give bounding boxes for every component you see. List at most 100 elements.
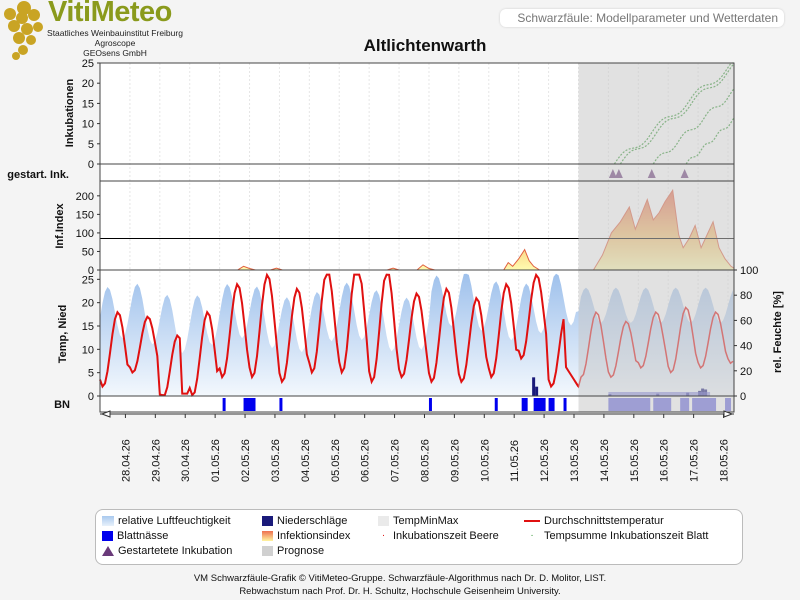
chart-subtitle: Schwarzfäule: Modellparameter und Wetter…	[500, 9, 784, 27]
incubation-ytick-label: 20	[82, 78, 94, 90]
legend-incub-berry-swatch: ·	[381, 530, 386, 542]
legend-incub-berry-label: Inkubationszeit Beere	[393, 530, 499, 542]
forecast-shade	[578, 63, 734, 412]
legend-forecast-swatch	[262, 546, 273, 557]
x-tick-label: 17.05.26	[689, 439, 701, 482]
chart-legend: relative Luftfeuchtigkeit Niederschläge …	[95, 509, 743, 565]
incubation-ytick-label: 15	[82, 98, 94, 110]
legend-minmax-swatch	[378, 516, 389, 527]
footer-line-2: Rebwachstum nach Prof. Dr. H. Schultz, H…	[239, 586, 561, 597]
leaf-wetness-bar	[548, 398, 555, 411]
incubation-ylabel: Inkubationen	[64, 79, 76, 148]
grape-logo-icon	[4, 1, 43, 60]
logo: VitiMeteo Staatliches Weinbauinstitut Fr…	[0, 0, 200, 62]
infection-ytick-label: 150	[76, 209, 94, 221]
logo-line-1: Staatliches Weinbauinstitut Freiburg	[47, 28, 183, 38]
weather-ylabel-left: Temp, Nied	[57, 305, 69, 363]
humidity-area	[100, 273, 734, 396]
weather-ytick-right-label: 100	[740, 265, 758, 277]
leafwet-frame	[99, 395, 735, 413]
x-tick-label: 16.05.26	[659, 439, 671, 482]
chart-title: Altlichtenwarth	[363, 36, 487, 55]
x-tick-label: 12.05.26	[539, 439, 551, 482]
x-tick-label: 13.05.26	[569, 439, 581, 482]
leaf-wetness-bar	[428, 398, 432, 411]
x-tick-label: 02.05.26	[240, 439, 252, 482]
x-tick-label: 06.05.26	[360, 439, 372, 482]
legend-minmax: TempMinMax	[378, 514, 458, 528]
legend-minmax-label: TempMinMax	[393, 515, 459, 527]
x-tick-label: 15.05.26	[629, 439, 641, 482]
infection-ytick-label: 0	[88, 265, 94, 277]
logo-title: VitiMeteo	[48, 0, 172, 28]
x-tick-label: 14.05.26	[599, 439, 611, 482]
footer-line-1: VM Schwarzfäule-Grafik © VitiMeteo-Grupp…	[193, 573, 607, 584]
logo-line-2: Agroscope	[94, 38, 136, 48]
legend-infindex-label: Infektionsindex	[277, 530, 351, 542]
avg-temp-line	[99, 272, 580, 397]
weather-ytick-right-label: 0	[740, 391, 746, 403]
weather-ytick-left-label: 0	[88, 391, 94, 403]
started-plot-bg	[100, 164, 734, 181]
legend-forecast: Prognose	[262, 544, 324, 558]
x-tick-label: 09.05.26	[449, 439, 461, 482]
x-tick-label: 30.04.26	[180, 439, 192, 482]
legend-leafwet-label: Blattnässe	[117, 530, 169, 542]
legend-started-swatch	[102, 546, 114, 557]
weather-ytick-right-label: 60	[740, 315, 752, 327]
incubation-ytick-label: 25	[82, 58, 94, 70]
incubation-ytick-label: 5	[88, 139, 94, 151]
legend-avgtemp-label: Durchschnittstemperatur	[544, 515, 664, 527]
legend-rh-label: relative Luftfeuchtigkeit	[118, 515, 231, 527]
x-tick-label: 01.05.26	[210, 439, 222, 482]
x-tick-label: 04.05.26	[300, 439, 312, 482]
x-tick-label: 08.05.26	[419, 439, 431, 482]
leaf-wetness-bar	[563, 398, 567, 411]
x-tick-label: 18.05.26	[719, 439, 731, 482]
legend-leafwet-swatch	[102, 531, 113, 542]
legend-avgtemp: Durchschnittstemperatur	[524, 514, 664, 528]
leaf-wetness-bar	[222, 398, 226, 411]
x-tick-label: 07.05.26	[390, 439, 402, 482]
legend-incub-berry: · Inkubationszeit Beere	[378, 529, 499, 543]
legend-tempsum-label: Tempsumme Inkubationszeit Blatt	[544, 530, 709, 542]
x-tick-label: 29.04.26	[150, 439, 162, 482]
infection-ytick-label: 200	[76, 191, 94, 203]
chart-area: 0510152025050100150200051015202502040608…	[7, 58, 784, 482]
leaf-wetness-bar	[533, 398, 546, 411]
legend-precip-swatch	[262, 516, 273, 527]
incubation-ytick-label: 0	[88, 159, 94, 171]
x-tick-label: 11.05.26	[509, 440, 521, 482]
weather-ytick-left-label: 15	[82, 321, 94, 333]
precip-bar	[535, 386, 539, 396]
legend-infindex: Infektionsindex	[262, 529, 350, 543]
legend-rh-swatch	[102, 516, 114, 527]
legend-tempsum-swatch: ·	[530, 530, 534, 542]
leaf-wetness-bar	[279, 398, 283, 411]
footer: VM Schwarzfäule-Grafik © VitiMeteo-Grupp…	[0, 572, 800, 598]
weather-ytick-right-label: 40	[740, 341, 752, 353]
infection-ytick-label: 100	[76, 228, 94, 240]
legend-rh: relative Luftfeuchtigkeit	[102, 514, 231, 528]
leafwet-label: BN	[54, 399, 70, 411]
infection-ytick-label: 50	[82, 246, 94, 258]
legend-started-label: Gestartetete Inkubation	[118, 545, 233, 557]
weather-ytick-left-label: 20	[82, 298, 94, 310]
legend-infindex-swatch	[262, 531, 273, 542]
leaf-wetness-bar	[494, 398, 498, 411]
x-tick-label: 10.05.26	[479, 439, 491, 482]
legend-leafwet: Blattnässe	[102, 529, 168, 543]
legend-precip-label: Niederschläge	[277, 515, 348, 527]
weather-ytick-left-label: 10	[82, 344, 94, 356]
weather-ytick-right-label: 20	[740, 366, 752, 378]
x-tick-label: 05.05.26	[330, 439, 342, 482]
x-tick-label: 03.05.26	[270, 439, 282, 482]
incubation-ytick-label: 10	[82, 119, 94, 131]
leafwet-plot-bg	[100, 396, 734, 412]
legend-forecast-label: Prognose	[277, 545, 325, 557]
infection-ylabel: Inf.Index	[54, 203, 66, 249]
weather-ylabel-right: rel. Feuchte [%]	[772, 291, 784, 373]
legend-tempsum: · Tempsumme Inkubationszeit Blatt	[524, 529, 708, 543]
leaf-wetness-bar	[521, 398, 528, 411]
leaf-wetness-bar	[243, 398, 256, 411]
